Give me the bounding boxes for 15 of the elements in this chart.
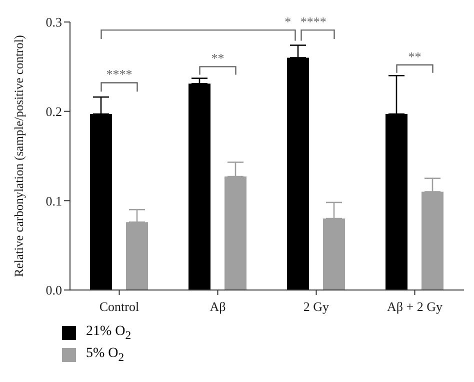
y-axis-title: Relative carbonylation (sample/positive control) — [12, 35, 26, 277]
annotation: **** — [106, 66, 132, 82]
x-tick-label: 2 Gy — [303, 299, 330, 314]
annotation: ** — [211, 50, 224, 66]
x-tick-label: Aβ — [210, 299, 226, 314]
legend-label: 21% O$_{2}$ — [86, 324, 132, 342]
legend-label: 5% O$_{2}$ — [86, 346, 124, 364]
y-tick-label: 0.2 — [46, 104, 62, 119]
y-tick-label: 0.1 — [46, 193, 62, 208]
annotation: ** — [408, 48, 422, 64]
annotation: * **** — [284, 14, 326, 30]
y-tick-label: 0.0 — [46, 282, 62, 298]
y-tick-label: 0.3 — [46, 14, 62, 30]
x-tick-label: Control — [99, 299, 140, 314]
x-tick-label: Aβ + 2 Gy — [387, 299, 443, 314]
